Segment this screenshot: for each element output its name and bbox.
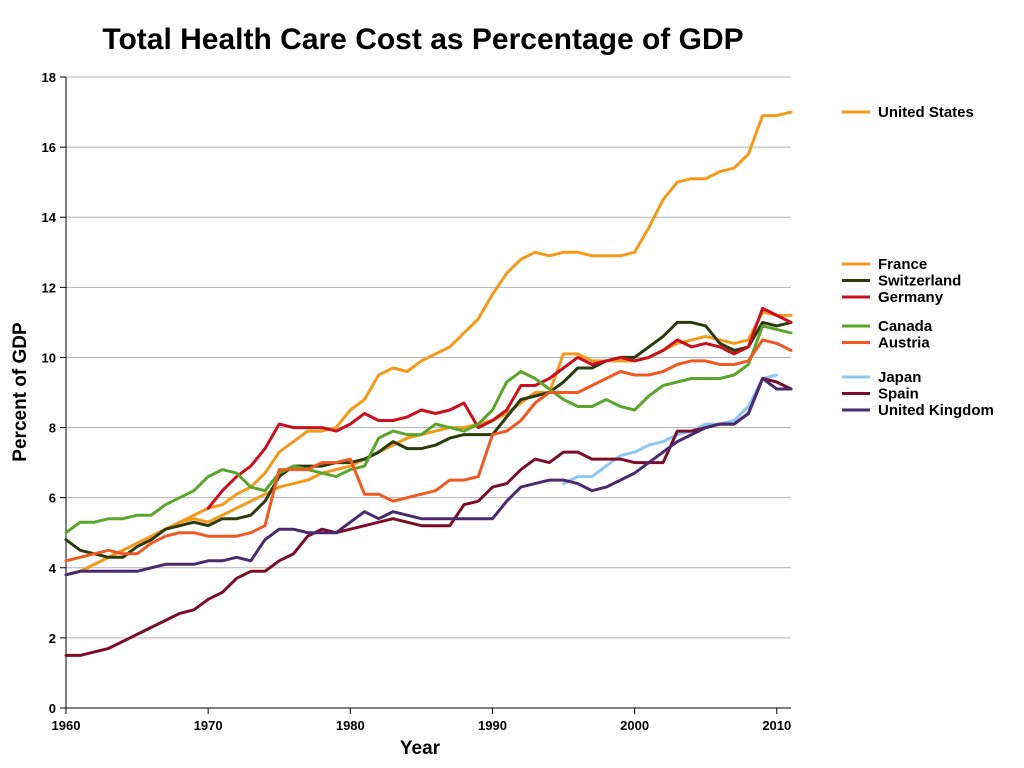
series-line-germany — [206, 306, 793, 510]
x-tick-label: 2000 — [620, 718, 649, 733]
y-tick-label: 14 — [42, 210, 57, 225]
x-tick-label: 1960 — [52, 718, 81, 733]
legend-item-united-kingdom[interactable]: United Kingdom — [842, 402, 994, 419]
legend-label: Japan — [878, 369, 921, 386]
y-tick-label: 4 — [49, 561, 57, 576]
y-tick-label: 8 — [49, 421, 56, 436]
series-line-united-states — [64, 110, 793, 577]
y-tick-label: 0 — [49, 701, 56, 716]
x-tick-label: 1980 — [336, 718, 365, 733]
series-line-austria — [64, 338, 793, 563]
legend-label: Spain — [878, 386, 919, 403]
y-tick-label: 12 — [42, 280, 56, 295]
series-line-spain — [64, 377, 793, 657]
y-tick-label: 6 — [49, 491, 56, 506]
legend-item-spain[interactable]: Spain — [842, 386, 919, 403]
legend-item-japan[interactable]: Japan — [842, 369, 921, 386]
y-tick-label: 10 — [42, 350, 56, 365]
legend-item-austria[interactable]: Austria — [842, 335, 930, 352]
y-axis-title: Percent of GDP — [10, 322, 31, 462]
y-tick-label: 18 — [42, 70, 56, 85]
legend-label: Canada — [878, 318, 933, 335]
x-tick-label: 2010 — [762, 718, 791, 733]
axes — [60, 76, 791, 714]
legend-item-germany[interactable]: Germany — [842, 289, 944, 306]
series-line-canada — [64, 324, 793, 535]
series-lines — [64, 110, 793, 657]
legend-item-canada[interactable]: Canada — [842, 318, 933, 335]
legend-label: France — [878, 256, 927, 273]
gridlines — [66, 76, 791, 709]
legend-label: United States — [878, 104, 974, 121]
y-tick-labels: 0 2 4 6 8 10 12 14 16 18 — [42, 70, 57, 716]
series-line-japan — [562, 373, 779, 486]
legend-label: Austria — [878, 335, 930, 352]
legend-item-france[interactable]: France — [842, 256, 927, 273]
series-line-united-kingdom — [64, 377, 793, 577]
legend-label: Switzerland — [878, 273, 961, 290]
series-line-switzerland — [64, 320, 793, 559]
x-tick-label: 1970 — [194, 718, 223, 733]
x-tick-label: 1990 — [478, 718, 507, 733]
y-tick-label: 16 — [42, 140, 56, 155]
chart-title: Total Health Care Cost as Percentage of … — [102, 23, 743, 56]
y-tick-label: 2 — [49, 631, 56, 646]
x-tick-labels: 1960 1970 1980 1990 2000 2010 — [52, 718, 792, 733]
legend-item-switzerland[interactable]: Switzerland — [842, 273, 961, 290]
legend-item-united-states[interactable]: United States — [842, 104, 974, 121]
legend-label: Germany — [878, 289, 944, 306]
x-axis-title: Year — [400, 738, 441, 759]
legend-label: United Kingdom — [878, 402, 994, 419]
